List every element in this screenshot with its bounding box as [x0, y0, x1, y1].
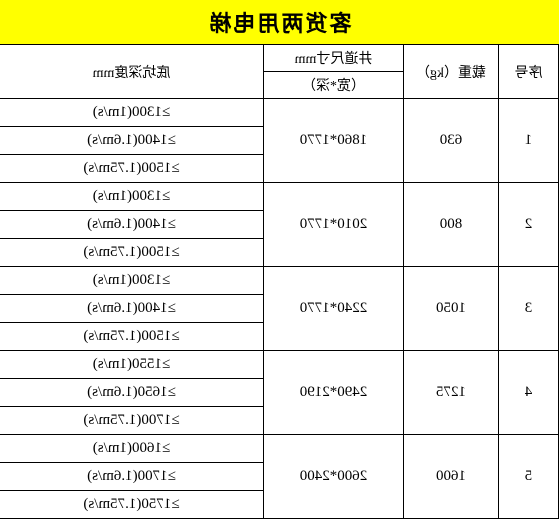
- table-body: 16301860*1770≥1300(1m/s)≥1400(1.6m/s)≥15…: [0, 99, 559, 519]
- cell-load: 630: [404, 99, 499, 183]
- cell-pit: ≥1300(1m/s): [0, 267, 264, 295]
- header-shaft-sub: （宽*深）: [264, 72, 404, 99]
- cell-pit: ≥1400(1.6m/s): [0, 127, 264, 155]
- cell-pit: ≥1550(1m/s): [0, 351, 264, 379]
- cell-seq: 2: [499, 183, 559, 267]
- table-title: 客货两用电梯: [0, 0, 559, 44]
- cell-pit: ≥1750(1.75m/s): [0, 491, 264, 519]
- cell-pit: ≥1400(1.6m/s): [0, 295, 264, 323]
- cell-shaft: 2240*1770: [264, 267, 404, 351]
- cell-load: 1275: [404, 351, 499, 435]
- cell-pit: ≥1700(1.6m/s): [0, 463, 264, 491]
- cell-load: 1050: [404, 267, 499, 351]
- cell-shaft: 2600*2400: [264, 435, 404, 519]
- cell-pit: ≥1300(1m/s): [0, 99, 264, 127]
- table-header: 序号 载重（kg） 井道尺寸mm 底坑深度mm （宽*深）: [0, 45, 559, 99]
- cell-shaft: 2490*2190: [264, 351, 404, 435]
- cell-seq: 4: [499, 351, 559, 435]
- cell-seq: 5: [499, 435, 559, 519]
- cell-shaft: 2010*1770: [264, 183, 404, 267]
- header-shaft-top: 井道尺寸mm: [264, 45, 404, 72]
- cell-seq: 1: [499, 99, 559, 183]
- cell-shaft: 1860*1770: [264, 99, 404, 183]
- cell-pit: ≥1650(1.6m/s): [0, 379, 264, 407]
- table-row: 310502240*1770≥1300(1m/s): [0, 267, 559, 295]
- cell-pit: ≥1600(1m/s): [0, 435, 264, 463]
- cell-pit: ≥1500(1.75m/s): [0, 239, 264, 267]
- cell-pit: ≥1500(1.75m/s): [0, 155, 264, 183]
- cell-pit: ≥1700(1.75m/s): [0, 407, 264, 435]
- spec-table: 序号 载重（kg） 井道尺寸mm 底坑深度mm （宽*深） 16301860*1…: [0, 44, 559, 519]
- table-row: 28002010*1770≥1300(1m/s): [0, 183, 559, 211]
- cell-pit: ≥1300(1m/s): [0, 183, 264, 211]
- cell-load: 1600: [404, 435, 499, 519]
- elevator-spec-table-container: 客货两用电梯 序号 载重（kg） 井道尺寸mm 底坑深度mm （宽*深） 163…: [0, 0, 559, 500]
- cell-pit: ≥1400(1.6m/s): [0, 211, 264, 239]
- table-row: 16301860*1770≥1300(1m/s): [0, 99, 559, 127]
- cell-seq: 3: [499, 267, 559, 351]
- table-row: 516002600*2400≥1600(1m/s): [0, 435, 559, 463]
- cell-load: 800: [404, 183, 499, 267]
- header-load: 载重（kg）: [404, 45, 499, 99]
- header-pit: 底坑深度mm: [0, 45, 264, 99]
- table-row: 412752490*2190≥1550(1m/s): [0, 351, 559, 379]
- header-seq: 序号: [499, 45, 559, 99]
- cell-pit: ≥1500(1.75m/s): [0, 323, 264, 351]
